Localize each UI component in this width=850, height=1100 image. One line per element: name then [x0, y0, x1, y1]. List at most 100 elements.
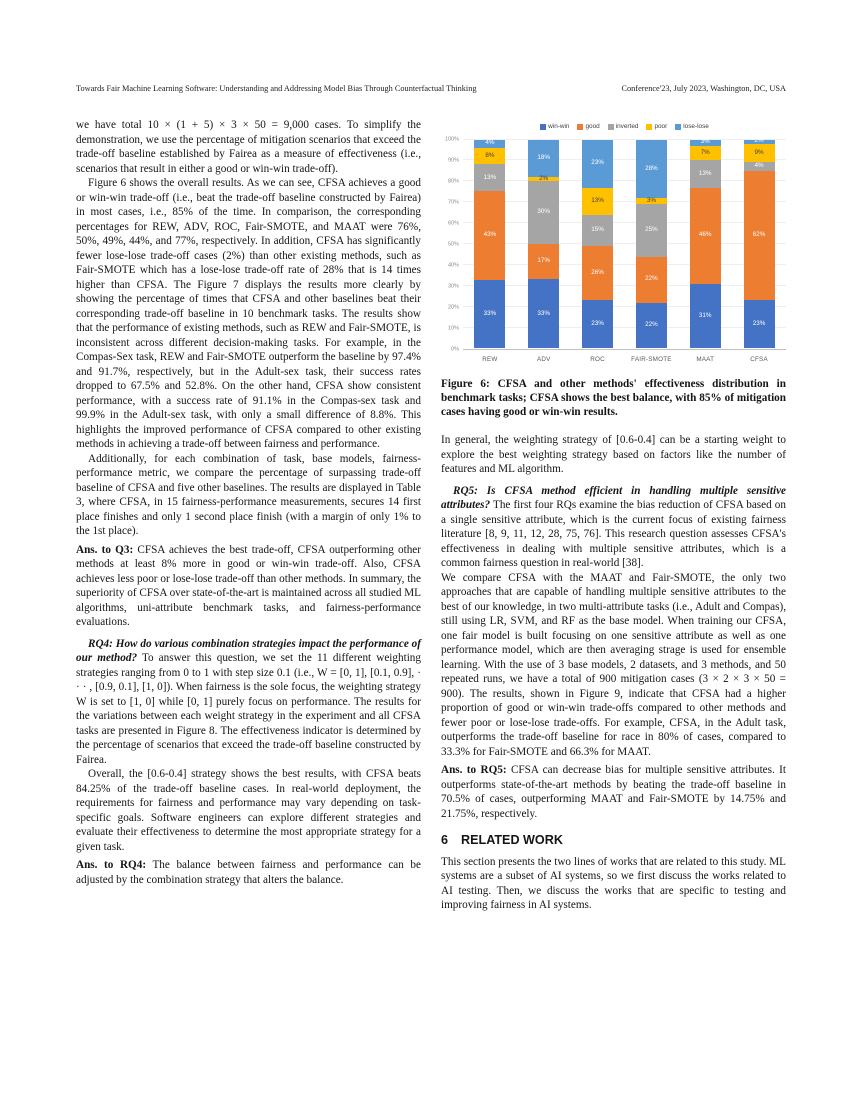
x-label-fair-smote: FAIR-SMOTE	[631, 355, 672, 363]
stacked-bar-cfsa: 2% 9% 4% 62% 23%	[743, 138, 775, 349]
running-title: Towards Fair Machine Learning Software: …	[76, 84, 477, 93]
legend-item: poor	[646, 120, 667, 135]
segment-poor: 7%	[689, 145, 721, 161]
segment-win-win: 23%	[582, 300, 614, 349]
y-tick-label: 40%	[447, 262, 459, 269]
segment-poor: 2%	[528, 174, 560, 182]
section-heading-related-work: 6 RELATED WORK	[441, 833, 786, 848]
rq5-paragraph: RQ5: Is CFSA method efficient in handlin…	[441, 484, 786, 571]
answer-text: The balance between fairness and perform…	[76, 859, 421, 886]
legend-swatch	[675, 124, 682, 131]
figure-6: win-win good inverted poor lose-lose 0% 10% 20…	[441, 120, 786, 419]
rq5-text: The first four RQs examine the bias redu…	[441, 499, 786, 569]
stacked-bar-fair-smote: 28% 3% 25% 22% 22%	[635, 139, 667, 349]
legend-label: good	[585, 123, 600, 130]
segment-value-label: 2%	[539, 174, 549, 182]
segment-good: 26%	[582, 246, 614, 301]
y-tick-label: 90%	[447, 157, 459, 164]
y-tick-label: 50%	[447, 241, 459, 248]
bar-slot: 2% 9% 4% 62% 23%	[732, 138, 786, 349]
segment-poor: 9%	[743, 143, 775, 163]
answer-text: CFSA achieves the best trade-off, CFSA o…	[76, 543, 421, 629]
stacked-bar-adv: 18% 2% 30% 17% 33%	[528, 139, 560, 349]
legend-label: poor	[654, 123, 668, 130]
two-column-body: we have total 10 × (1 + 5) × 3 × 50 = 9,…	[76, 118, 786, 913]
stacked-bar-maat: 3% 7% 13% 46% 31%	[689, 139, 721, 349]
bar-slot: 4% 8% 13% 43% 33%	[463, 139, 517, 349]
gridline	[463, 305, 786, 307]
segment-inverted: 4%	[743, 162, 775, 171]
gridlines	[463, 138, 786, 349]
segment-lose-lose: 3%	[689, 139, 721, 146]
bars: 4% 8% 13% 43% 33% 18% 2% 30% 17% 33% 23% 13% 15% 26% 2…	[463, 138, 786, 349]
segment-value-label: 18%	[537, 154, 551, 162]
segment-good: 46%	[689, 187, 721, 284]
segment-inverted: 13%	[689, 160, 721, 188]
y-tick-label: 20%	[447, 304, 459, 311]
segment-lose-lose: 28%	[635, 139, 667, 199]
y-tick-label: 0%	[451, 346, 459, 353]
legend-swatch	[646, 124, 653, 131]
segment-value-label: 22%	[645, 275, 658, 283]
answer-q3: Ans. to Q3: CFSA achieves the best trade…	[76, 543, 421, 630]
segment-value-label: 30%	[537, 208, 551, 216]
chart-legend: win-win good inverted poor lose-lose	[463, 120, 786, 135]
gridline	[463, 180, 786, 182]
section-number: 6	[441, 833, 449, 847]
paragraph: We compare CFSA with the MAAT and Fair-S…	[441, 571, 786, 758]
segment-value-label: 28%	[645, 164, 658, 172]
y-axis: 0% 10% 20% 30% 40% 50% 60% 70% 80% 90% 100%	[441, 136, 463, 352]
segment-inverted: 25%	[635, 204, 667, 257]
gridline	[463, 201, 786, 203]
segment-value-label: 4%	[485, 139, 495, 147]
segment-value-label: 8%	[485, 151, 495, 159]
y-tick-label: 30%	[447, 283, 459, 290]
rq5-lead: RQ5: Is CFSA method efficient in handlin…	[441, 484, 786, 512]
rq4-lead: RQ4: How do various combination strategi…	[76, 637, 421, 665]
segment-value-label: 4%	[754, 162, 764, 170]
segment-value-label: 13%	[698, 169, 712, 177]
right-column: win-win good inverted poor lose-lose 0% 10% 20…	[441, 118, 786, 913]
y-tick-label: 10%	[447, 325, 459, 332]
y-tick-label: 70%	[447, 199, 459, 206]
segment-lose-lose: 2%	[743, 138, 775, 144]
x-label-adv: ADV	[536, 355, 551, 363]
segment-value-label: 15%	[591, 226, 604, 234]
paragraph: Overall, the [0.6-0.4] strategy shows th…	[76, 768, 421, 853]
segment-value-label: 17%	[537, 257, 551, 265]
legend-item: good	[577, 120, 600, 135]
legend-label: inverted	[615, 123, 639, 130]
y-tick-label: 60%	[447, 220, 459, 227]
segment-lose-lose: 23%	[582, 139, 614, 188]
answer-rq4: Ans. to RQ4: The balance between fairnes…	[76, 858, 421, 887]
bar-slot: 23% 13% 15% 26% 23%	[571, 139, 625, 349]
rq4-paragraph: RQ4: How do various combination strategi…	[76, 637, 421, 768]
segment-good: 22%	[635, 256, 667, 303]
figure6-stacked-bar-chart: win-win good inverted poor lose-lose 0% 10% 20…	[441, 120, 786, 367]
segment-good: 62%	[743, 170, 775, 301]
segment-inverted: 30%	[528, 181, 560, 244]
x-axis-labels: REW ADV ROC FAIR-SMOTE MAAT CFSA	[463, 353, 786, 368]
segment-value-label: 22%	[645, 321, 658, 329]
running-header: Towards Fair Machine Learning Software: …	[76, 84, 786, 94]
answer-lead: Ans. to Q3:	[76, 543, 134, 556]
segment-poor: 8%	[474, 147, 506, 165]
paragraph: This section presents the two lines of w…	[441, 855, 786, 912]
segment-win-win: 33%	[474, 280, 506, 349]
rq4-text: To answer this question, we set the 11 d…	[76, 652, 421, 766]
segment-value-label: 43%	[483, 231, 497, 239]
segment-value-label: 23%	[752, 320, 766, 328]
gridline	[463, 243, 786, 244]
segment-value-label: 9%	[754, 148, 764, 156]
segment-win-win: 33%	[528, 279, 560, 349]
segment-lose-lose: 4%	[474, 139, 506, 148]
segment-poor: 13%	[582, 187, 614, 215]
paragraph: Additionally, for each combination of ta…	[76, 452, 421, 538]
paragraph: Figure 6 shows the overall results. As w…	[76, 177, 421, 450]
legend-label: win-win	[548, 123, 570, 130]
bar-slot: 3% 7% 13% 46% 31%	[678, 139, 732, 349]
gridline	[463, 159, 786, 161]
segment-win-win: 22%	[635, 302, 667, 349]
plot-row: 0% 10% 20% 30% 40% 50% 60% 70% 80% 90% 100% 4% 8% 13…	[441, 136, 786, 352]
